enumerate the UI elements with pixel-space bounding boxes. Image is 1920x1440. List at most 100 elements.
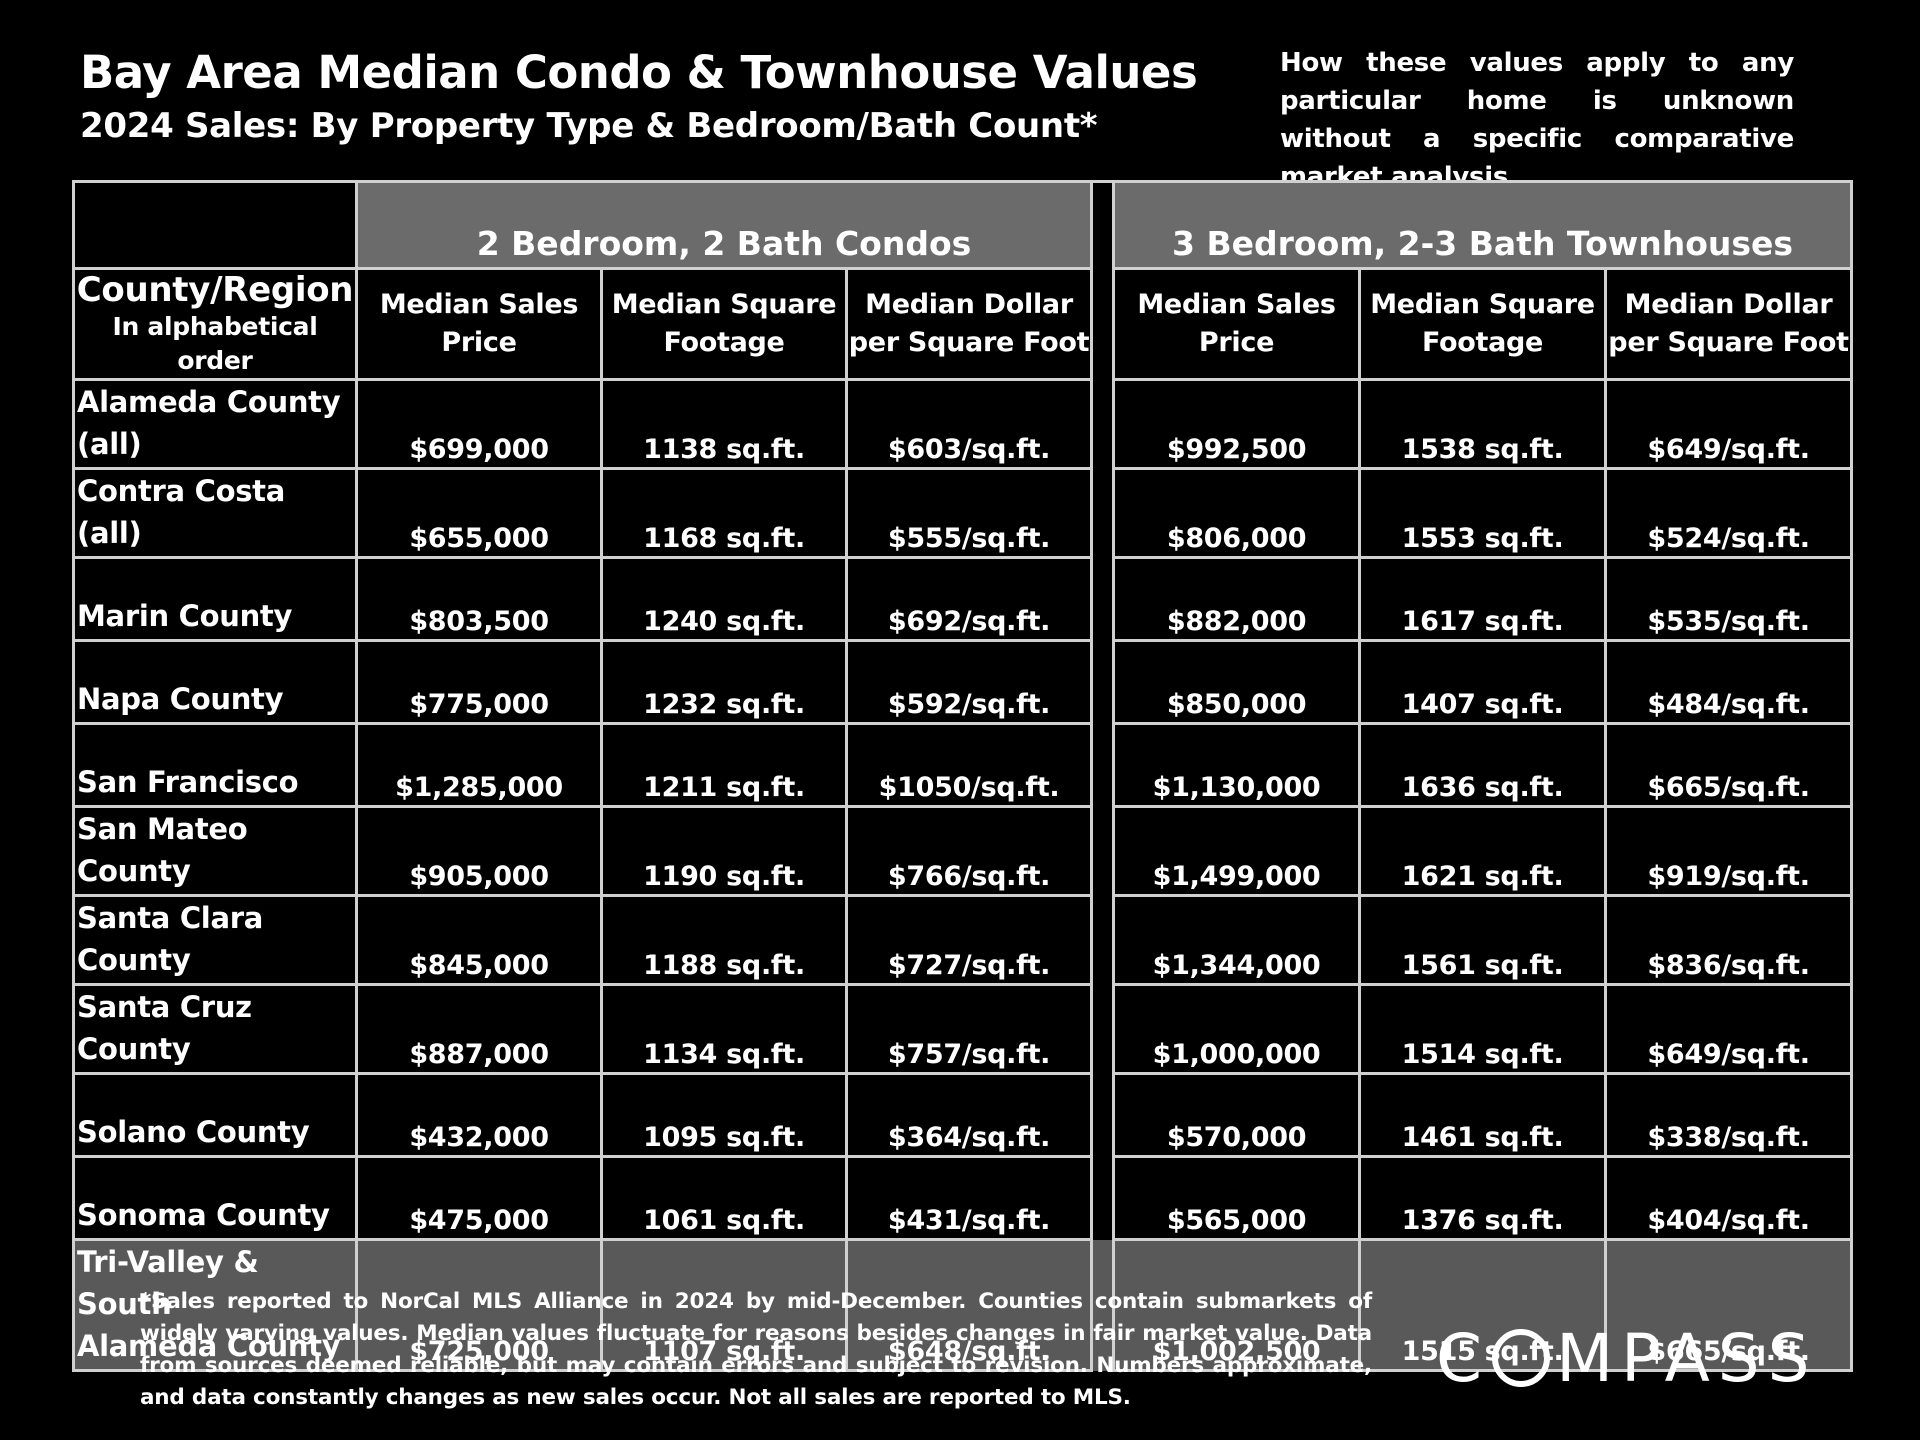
condo-sqft-cell: 1134 sq.ft. [600,983,848,1075]
region-name-line: Alameda County [77,385,341,419]
column-gap [1090,1156,1116,1240]
townhouse-price-cell: $882,000 [1112,556,1362,642]
region-name-cell: Tri-Valley & South Alameda County [72,1238,358,1372]
townhouse-ppsf-cell: $404/sq.ft. [1604,1155,1854,1241]
column-gap [1090,1239,1116,1371]
region-name-cell: Santa Clara County [72,894,358,986]
column-gap [1090,806,1116,896]
region-name-line: Marin County [77,599,293,633]
condo-sqft-cell: 1107 sq.ft. [600,1238,848,1372]
header-line: per Square Foot [1608,327,1849,358]
townhouse-ppsf-cell: $919/sq.ft. [1604,805,1854,897]
condo-sqft-cell: 1138 sq.ft. [600,378,848,470]
region-name-line: Tri-Valley & South [77,1245,259,1321]
townhouse-sqft-cell: 1538 sq.ft. [1358,378,1608,470]
table-row: Alameda County (all) $699,000 1138 sq.ft. $6… [72,378,1854,470]
townhouse-sqft-cell: 1636 sq.ft. [1358,722,1608,808]
column-gap [1090,640,1116,724]
townhouse-ppsf-cell: $649/sq.ft. [1604,378,1854,470]
footnote-text: *Sales reported to NorCal MLS Alliance i… [140,1289,1372,1410]
townhouse-sqft-cell: 1553 sq.ft. [1358,467,1608,559]
compass-logo: C MPASS [1436,1322,1844,1396]
townhouse-sqft-cell: 1461 sq.ft. [1358,1072,1608,1158]
townhouse-price-cell: $1,130,000 [1112,722,1362,808]
townhouse-ppsf-cell: $524/sq.ft. [1604,467,1854,559]
table-row: Tri-Valley & South Alameda County $725,000… [72,1238,1854,1372]
region-name-cell: Contra Costa (all) [72,467,358,559]
condo-price-cell: $432,000 [355,1072,603,1158]
table-row: San Francisco $1,285,000 1211 sq.ft. $1050/… [72,722,1854,808]
townhouse-price-cell: $1,002,500 [1112,1238,1362,1372]
region-name-cell: Napa County [72,639,358,725]
condo-price-header: Median Sales Price [355,267,603,381]
region-name-cell: San Francisco [72,722,358,808]
header-line: Median Dollar [865,289,1073,320]
condo-price-cell: $699,000 [355,378,603,470]
condo-sqft-cell: 1188 sq.ft. [600,894,848,986]
condo-ppsf-cell: $603/sq.ft. [844,378,1094,470]
table-row: Santa Clara County $845,000 1188 sq.ft. $72… [72,894,1854,986]
header-line: Median Sales [1137,289,1336,320]
disclaimer-text: How these values apply to any particular… [1280,48,1794,192]
region-name-line: (all) [77,427,142,461]
condo-price-cell: $725,000 [355,1238,603,1372]
region-header-label: County/Region [76,270,354,311]
group-header-row: 2 Bedroom, 2 Bath Condos 3 Bedroom, 2-3 … [72,180,1854,270]
townhouse-sqft-cell: 1376 sq.ft. [1358,1155,1608,1241]
header-line: per Square Foot [848,327,1090,358]
column-gap [1090,723,1116,807]
region-name-line: Sonoma County [77,1198,330,1232]
condo-price-cell: $887,000 [355,983,603,1075]
townhouse-sqft-cell: 1561 sq.ft. [1358,894,1608,986]
townhouse-sqft-header: Median Square Footage [1358,267,1608,381]
region-name-cell: Sonoma County [72,1155,358,1241]
townhouse-ppsf-cell: $535/sq.ft. [1604,556,1854,642]
condo-price-cell: $655,000 [355,467,603,559]
header-line: Price [1198,327,1275,358]
region-column-header: County/Region In alphabetical order [72,267,358,381]
region-name-line: Solano County [77,1115,310,1149]
region-name-line: Santa Cruz County [77,990,252,1066]
condo-price-cell: $845,000 [355,894,603,986]
townhouse-ppsf-cell: $649/sq.ft. [1604,983,1854,1075]
column-gap [1090,468,1116,558]
table-row: Marin County $803,500 1240 sq.ft. $692/sq.f… [72,556,1854,642]
townhouse-ppsf-cell: $836/sq.ft. [1604,894,1854,986]
townhouse-price-cell: $1,344,000 [1112,894,1362,986]
group-header-condos: 2 Bedroom, 2 Bath Condos [354,180,1094,270]
column-gap [1090,984,1116,1074]
region-name-line: San Mateo County [77,812,248,888]
column-gap [1090,557,1116,641]
header-line: Median Dollar [1624,289,1833,320]
condo-ppsf-cell: $592/sq.ft. [844,639,1094,725]
townhouse-price-cell: $570,000 [1112,1072,1362,1158]
table-row: San Mateo County $905,000 1190 sq.ft. $766/… [72,805,1854,897]
region-name-line: Alameda County [77,1329,341,1363]
table-row: Sonoma County $475,000 1061 sq.ft. $431/sq.… [72,1155,1854,1241]
region-name-line: Napa County [77,682,284,716]
townhouse-ppsf-cell: $484/sq.ft. [1604,639,1854,725]
region-name-line: San Francisco [77,765,299,799]
corner-cell [72,180,358,270]
header-line: Footage [663,327,785,358]
townhouse-sqft-cell: 1407 sq.ft. [1358,639,1608,725]
condo-ppsf-cell: $1050/sq.ft. [844,722,1094,808]
header-line: Footage [1421,327,1544,358]
townhouse-price-cell: $806,000 [1112,467,1362,559]
condo-ppsf-cell: $766/sq.ft. [844,805,1094,897]
region-name-line: Contra Costa (all) [77,474,285,550]
townhouse-price-cell: $565,000 [1112,1155,1362,1241]
condo-price-cell: $905,000 [355,805,603,897]
townhouse-price-cell: $850,000 [1112,639,1362,725]
logo-suffix: MPASS [1556,1320,1818,1397]
townhouse-sqft-cell: 1515 sq.ft. [1358,1238,1608,1372]
column-gap [1090,1073,1116,1157]
condo-price-cell: $803,500 [355,556,603,642]
table-row: Contra Costa (all) $655,000 1168 sq.ft. $55… [72,467,1854,559]
townhouse-ppsf-cell: $665/sq.ft. [1604,722,1854,808]
townhouse-ppsf-header: Median Dollar per Square Foot [1604,267,1854,381]
page-subtitle: 2024 Sales: By Property Type & Bedroom/B… [80,106,1098,146]
condo-sqft-cell: 1240 sq.ft. [600,556,848,642]
region-name-cell: Santa Cruz County [72,983,358,1075]
condo-sqft-cell: 1168 sq.ft. [600,467,848,559]
